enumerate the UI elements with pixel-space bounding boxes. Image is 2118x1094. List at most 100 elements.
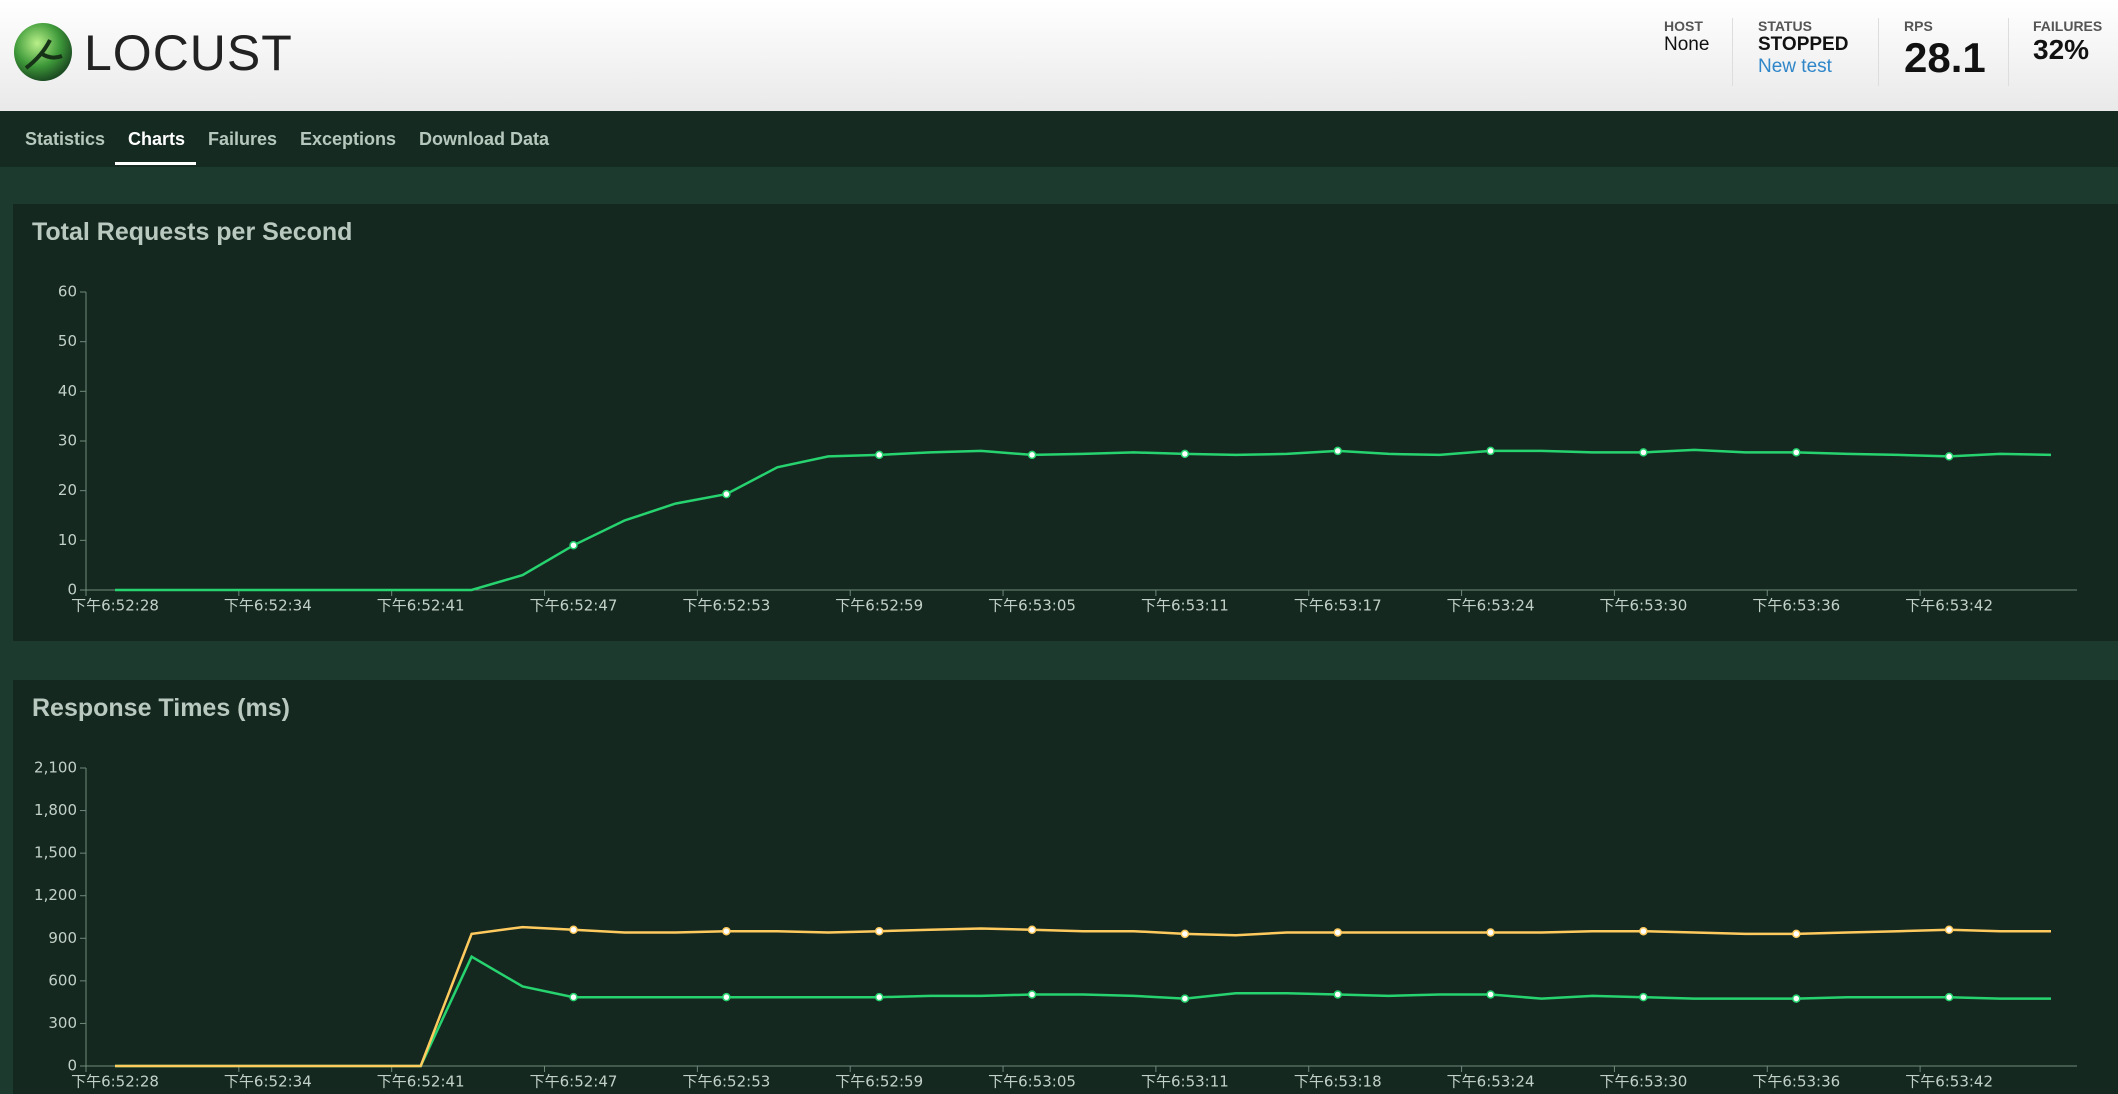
y-tick-label: 600 [48, 971, 77, 989]
x-tick-label: 下午6:52:28 [71, 597, 159, 615]
x-tick-label: 下午6:53:11 [1141, 597, 1229, 615]
x-tick-label: 下午6:52:59 [835, 1073, 923, 1091]
point-marker [1486, 928, 1495, 937]
stat-value: 28.1 [1904, 34, 1986, 81]
point-marker [569, 925, 578, 935]
x-tick-label: 下午6:52:53 [682, 1073, 770, 1091]
x-tick-label: 下午6:53:42 [1905, 1073, 1993, 1091]
point-marker [1486, 446, 1495, 456]
separator [1732, 18, 1733, 86]
stat-host: HOST None [1664, 18, 1709, 56]
stat-rps: RPS 28.1 [1904, 18, 1986, 82]
point-marker [1333, 446, 1342, 456]
x-tick-label: 下午6:53:30 [1600, 1073, 1688, 1091]
logo-text: LOCUST [84, 25, 293, 81]
point-marker [722, 926, 731, 936]
tab[interactable]: Charts [128, 129, 186, 149]
point-marker [722, 489, 731, 499]
y-tick-label: 0 [67, 581, 77, 599]
separator [2008, 18, 2009, 86]
x-tick-label: 下午6:53:24 [1447, 597, 1535, 615]
point-marker [874, 992, 884, 1002]
point-marker [1333, 990, 1342, 999]
point-marker [1333, 928, 1342, 937]
y-tick-label: 1,800 [34, 801, 77, 819]
stat-value: None [1664, 34, 1710, 55]
tab[interactable]: Download Data [419, 129, 550, 149]
point-marker [1639, 448, 1648, 457]
x-tick-label: 下午6:52:41 [377, 1073, 465, 1091]
y-tick-label: 40 [58, 382, 77, 400]
x-tick-label: 下午6:52:47 [530, 597, 618, 615]
point-marker [874, 926, 884, 936]
point-marker [1180, 929, 1190, 939]
point-marker [569, 992, 578, 1002]
y-tick-label: 900 [48, 929, 77, 947]
y-tick-label: 2,100 [34, 759, 77, 777]
stat-label: FAILURES [2033, 18, 2103, 34]
point-marker [722, 992, 731, 1002]
y-tick-label: 60 [58, 283, 77, 301]
series-line [115, 954, 2051, 1068]
active-tab-underline [115, 162, 196, 165]
y-tick-label: 1,500 [34, 844, 77, 862]
x-tick-label: 下午6:52:59 [835, 597, 923, 615]
point-marker [1180, 994, 1190, 1003]
header: LOCUST HOST None STATUS STOPPED New test… [0, 0, 2118, 111]
tab[interactable]: Failures [208, 129, 278, 149]
chart-panel: 0 10 20 30 40 50 60 下午6:52:28 下午6:52:34 下午6:52:41… [13, 204, 2118, 641]
x-tick-label: 下午6:53:36 [1752, 1073, 1840, 1091]
point-marker [1027, 450, 1037, 460]
point-marker [1180, 449, 1190, 459]
point-marker [1486, 990, 1495, 999]
x-tick-label: 下午6:53:05 [988, 1073, 1076, 1091]
tab[interactable]: Statistics [25, 129, 106, 149]
x-tick-label: 下午6:53:42 [1905, 597, 1993, 615]
point-marker [1944, 992, 1954, 1002]
series-line [115, 448, 2052, 592]
x-tick-label: 下午6:52:53 [682, 597, 770, 615]
point-marker [1792, 448, 1801, 457]
y-tick-label: 10 [58, 531, 77, 549]
x-tick-label: 下午6:52:41 [377, 597, 465, 615]
x-tick-label: 下午6:53:30 [1600, 597, 1688, 615]
chart-title: Response Times (ms) [32, 694, 290, 722]
y-tick-label: 50 [58, 332, 77, 350]
point-marker [1639, 992, 1648, 1002]
point-marker [1027, 925, 1037, 935]
x-tick-label: 下午6:53:18 [1294, 1073, 1382, 1091]
y-tick-label: 1,200 [34, 886, 77, 904]
chart-panel: 0 300 600 900 1,200 1,500 1,800 2,100 下午6:52:28 下… [13, 680, 2118, 1094]
point-marker [1792, 929, 1801, 939]
x-tick-label: 下午6:53:17 [1294, 597, 1382, 615]
x-tick-label: 下午6:53:36 [1752, 597, 1840, 615]
point-marker [1944, 452, 1954, 461]
x-tick-label: 下午6:53:05 [988, 597, 1076, 615]
y-tick-label: 300 [48, 1014, 77, 1032]
stat-failures: FAILURES 32% [2033, 18, 2102, 66]
x-tick-label: 下午6:52:34 [224, 597, 312, 615]
stat-label: STATUS [1758, 18, 1812, 34]
x-tick-label: 下午6:52:47 [530, 1073, 618, 1091]
point-marker [1639, 926, 1648, 936]
y-tick-label: 0 [67, 1057, 77, 1075]
stat-value: 32% [2033, 34, 2090, 65]
x-tick-label: 下午6:52:28 [71, 1073, 159, 1091]
new-test-link[interactable]: New test [1758, 56, 1832, 77]
point-marker [874, 450, 884, 460]
stat-value: STOPPED [1758, 34, 1849, 55]
y-tick-label: 20 [58, 481, 77, 499]
series-line [115, 925, 2051, 1068]
x-tick-label: 下午6:53:11 [1141, 1073, 1229, 1091]
x-tick-label: 下午6:52:34 [224, 1073, 312, 1091]
point-marker [1944, 925, 1954, 935]
stat-label: RPS [1904, 18, 1933, 34]
point-marker [1792, 994, 1801, 1003]
chart-title: Total Requests per Second [32, 218, 353, 246]
tab[interactable]: Exceptions [300, 129, 397, 149]
x-tick-label: 下午6:53:24 [1447, 1073, 1535, 1091]
stat-label: HOST [1664, 18, 1703, 34]
point-marker [569, 541, 578, 550]
separator [1878, 18, 1879, 86]
